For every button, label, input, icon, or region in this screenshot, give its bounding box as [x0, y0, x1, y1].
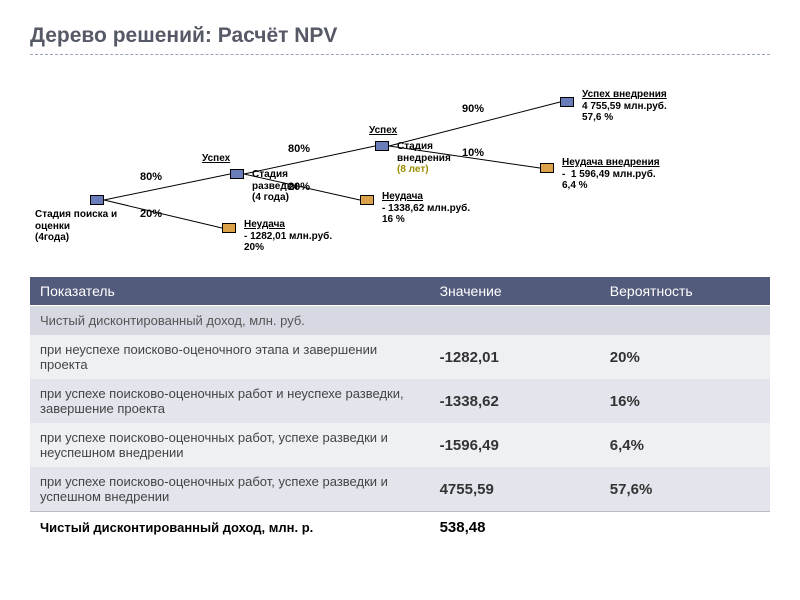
col-header: Значение — [430, 277, 600, 306]
row-prob: 6,4% — [600, 423, 770, 467]
total-value: 538,48 — [430, 512, 600, 544]
tree-label: Неудача- 1338,62 млн.руб.16 % — [382, 191, 470, 226]
row-desc: при успехе поисково-оценочных работ и не… — [30, 379, 430, 423]
table-row: при успехе поисково-оценочных работ, усп… — [30, 423, 770, 467]
col-header: Вероятность — [600, 277, 770, 306]
title-divider — [30, 54, 770, 55]
tree-node-s3 — [375, 141, 389, 151]
tree-label: Стадия поиска иоценки(4года) — [35, 209, 117, 244]
edge-prob-label: 20% — [288, 181, 310, 193]
row-value: -1338,62 — [430, 379, 600, 423]
tree-label: Неудача- 1282,01 млн.руб.20% — [244, 219, 332, 254]
row-value: 4755,59 — [430, 467, 600, 512]
edge-prob-label: 20% — [140, 208, 162, 220]
row-value: -1596,49 — [430, 423, 600, 467]
row-prob: 16% — [600, 379, 770, 423]
edge-prob-label: 80% — [140, 171, 162, 183]
table-total-row: Чистый дисконтированный доход, млн. р.53… — [30, 512, 770, 544]
tree-label-above: Успех — [202, 153, 230, 165]
table-row: при неуспехе поисково-оценочного этапа и… — [30, 335, 770, 379]
tree-node-root — [90, 195, 104, 205]
edge-prob-label: 80% — [288, 143, 310, 155]
tree-node-succ — [560, 97, 574, 107]
tree-label: Успех внедрения4 755,59 млн.руб.57,6 % — [582, 89, 667, 124]
row-desc: при успехе поисково-оценочных работ, усп… — [30, 467, 430, 512]
table-row: при успехе поисково-оценочных работ, усп… — [30, 467, 770, 512]
decision-tree: Стадия поиска иоценки(4года) Неудача- 128… — [30, 63, 770, 273]
table-row: при успехе поисково-оценочных работ и не… — [30, 379, 770, 423]
npv-table: ПоказательЗначениеВероятность Чистый дис… — [30, 277, 770, 543]
row-prob: 57,6% — [600, 467, 770, 512]
table-section: Чистый дисконтированный доход, млн. руб. — [30, 306, 430, 336]
row-value: -1282,01 — [430, 335, 600, 379]
tree-label: Стадиявнедрения(8 лет) — [397, 141, 451, 176]
row-desc: при неуспехе поисково-оценочного этапа и… — [30, 335, 430, 379]
tree-node-fail3 — [540, 163, 554, 173]
edge-prob-label: 90% — [462, 103, 484, 115]
total-desc: Чистый дисконтированный доход, млн. р. — [30, 512, 430, 544]
row-prob: 20% — [600, 335, 770, 379]
page-title: Дерево решений: Расчёт NPV — [30, 24, 770, 54]
tree-node-s2 — [230, 169, 244, 179]
col-header: Показатель — [30, 277, 430, 306]
tree-node-fail2 — [360, 195, 374, 205]
edge-prob-label: 10% — [462, 147, 484, 159]
row-desc: при успехе поисково-оценочных работ, усп… — [30, 423, 430, 467]
tree-label-above: Успех — [369, 125, 397, 137]
tree-node-fail1 — [222, 223, 236, 233]
tree-label: Неудача внедрения- 1 596,49 млн.руб.6,4 … — [562, 157, 660, 192]
total-prob — [600, 512, 770, 544]
